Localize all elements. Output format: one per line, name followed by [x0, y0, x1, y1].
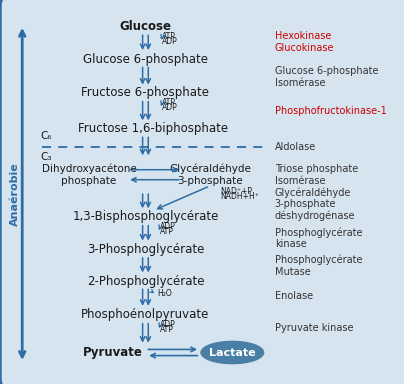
Text: Phosphofructokinase-1: Phosphofructokinase-1 [275, 106, 387, 116]
Text: Glucose 6-phosphate
Isomérase: Glucose 6-phosphate Isomérase [275, 66, 378, 88]
Text: Pyruvate kinase: Pyruvate kinase [275, 323, 353, 333]
Text: C₃: C₃ [41, 152, 52, 162]
Text: Enolase: Enolase [275, 291, 313, 301]
Text: 1,3-Bisphosphoglycérate: 1,3-Bisphosphoglycérate [72, 210, 219, 223]
Text: Pyruvate: Pyruvate [83, 346, 143, 359]
Text: Glycéraldéhyde
3-phosphate: Glycéraldéhyde 3-phosphate [169, 164, 251, 186]
Text: Fructose 1,6-biphosphate: Fructose 1,6-biphosphate [78, 122, 229, 135]
Text: ATP: ATP [160, 227, 173, 236]
Text: Glucose 6-phosphate: Glucose 6-phosphate [83, 53, 208, 66]
Text: NAD⁺+P: NAD⁺+P [220, 187, 252, 197]
Text: Anaérobie: Anaérobie [11, 162, 20, 226]
Text: Hexokinase
Glucokinase: Hexokinase Glucokinase [275, 31, 334, 53]
Text: ADP: ADP [162, 36, 177, 46]
Text: ADP: ADP [162, 103, 177, 112]
Text: 3-Phosphoglycérate: 3-Phosphoglycérate [87, 243, 204, 256]
Text: ADP: ADP [160, 222, 175, 231]
Text: ADP: ADP [160, 320, 175, 329]
Text: C₆: C₆ [41, 131, 52, 141]
Text: Aldolase: Aldolase [275, 142, 316, 152]
Text: ATP: ATP [160, 325, 173, 334]
Text: Fructose 6-phosphate: Fructose 6-phosphate [82, 86, 209, 99]
Text: NADH+H⁺: NADH+H⁺ [220, 192, 259, 201]
Text: ATP: ATP [162, 31, 175, 41]
Text: ATP: ATP [162, 98, 175, 107]
Text: Triose phosphate
Isomérase: Triose phosphate Isomérase [275, 164, 358, 185]
Text: Lactate: Lactate [209, 348, 256, 358]
Text: Glycéraldéhyde
3-phosphate
déshydrogénase: Glycéraldéhyde 3-phosphate déshydrogénas… [275, 187, 355, 222]
Text: Dihydroxyacétone
phosphate: Dihydroxyacétone phosphate [42, 164, 136, 186]
Text: 2-Phosphoglycérate: 2-Phosphoglycérate [87, 275, 204, 288]
Text: Glucose: Glucose [120, 20, 171, 33]
Text: Phosphoglycérate
kinase: Phosphoglycérate kinase [275, 227, 362, 249]
Text: Phosphoglycérate
Mutase: Phosphoglycérate Mutase [275, 255, 362, 277]
Text: H₂O: H₂O [158, 289, 173, 298]
Ellipse shape [201, 341, 263, 364]
Text: Phosphoénolpyruvate: Phosphoénolpyruvate [81, 308, 210, 321]
